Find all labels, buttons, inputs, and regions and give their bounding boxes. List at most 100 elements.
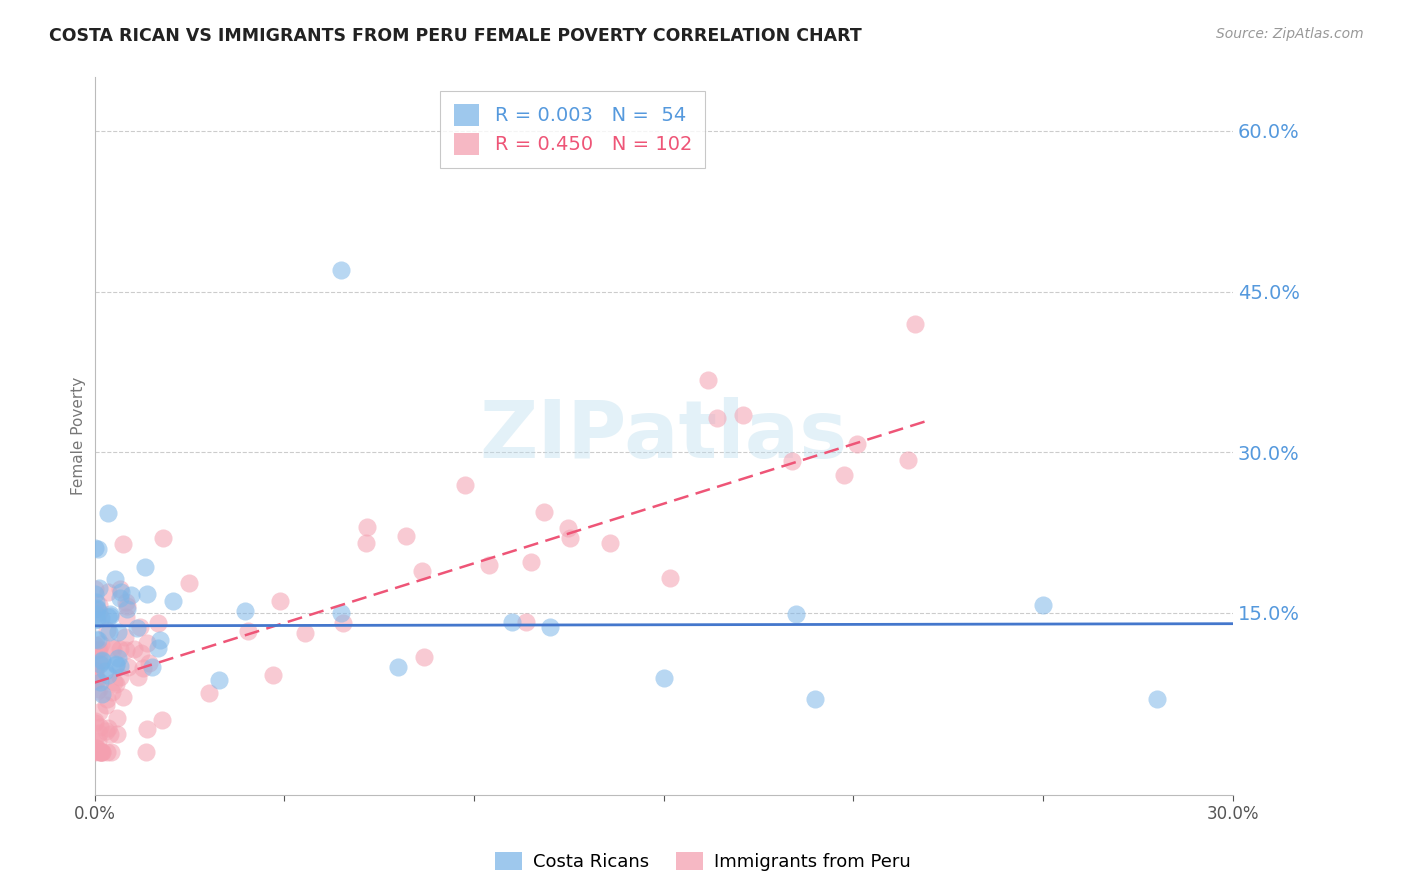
Point [89, 581, 111, 595]
Point [96, 585, 118, 599]
Point [110, 585, 132, 599]
Point [105, 726, 128, 740]
Point [96, 623, 118, 637]
Point [100, 607, 122, 622]
Point [98, 625, 121, 640]
Point [89, 745, 111, 759]
Point [107, 651, 129, 665]
Point [105, 710, 128, 724]
Point [294, 625, 316, 640]
Point [146, 641, 169, 656]
Point [87, 642, 110, 657]
Point [108, 591, 131, 606]
Point [87, 598, 110, 612]
Point [120, 588, 142, 602]
Point [87, 705, 110, 719]
Point [136, 636, 159, 650]
Point [179, 576, 201, 591]
Point [114, 630, 136, 644]
Point [141, 660, 163, 674]
Point [107, 625, 129, 640]
Point [896, 453, 918, 467]
Point [599, 536, 621, 550]
Point [146, 615, 169, 630]
Point [84, 716, 107, 731]
Point [111, 537, 134, 551]
Y-axis label: Female Poverty: Female Poverty [72, 377, 86, 495]
Point [478, 558, 501, 572]
Text: COSTA RICAN VS IMMIGRANTS FROM PERU FEMALE POVERTY CORRELATION CHART: COSTA RICAN VS IMMIGRANTS FROM PERU FEMA… [49, 27, 862, 45]
Point [1146, 691, 1168, 706]
Point [86, 612, 108, 626]
Point [846, 436, 869, 450]
Point [90, 611, 112, 625]
Point [91, 745, 114, 759]
Point [135, 745, 157, 759]
Point [162, 594, 184, 608]
Point [706, 411, 728, 425]
Point [785, 607, 807, 621]
Point [533, 505, 555, 519]
Point [97, 721, 120, 735]
Point [103, 642, 125, 657]
Point [197, 686, 219, 700]
Point [94, 664, 117, 678]
Point [904, 317, 927, 331]
Point [87, 643, 110, 657]
Point [90, 655, 112, 669]
Point [97, 668, 120, 682]
Point [356, 520, 378, 534]
Point [94, 698, 117, 712]
Point [84, 541, 107, 555]
Point [122, 641, 145, 656]
Point [83, 744, 105, 758]
Point [207, 673, 229, 687]
Point [411, 565, 433, 579]
Point [108, 582, 131, 596]
Point [90, 745, 112, 759]
Point [330, 263, 353, 277]
Point [134, 559, 156, 574]
Point [652, 671, 675, 685]
Point [780, 454, 803, 468]
Point [100, 745, 122, 759]
Point [834, 468, 856, 483]
Point [87, 682, 110, 697]
Point [132, 660, 155, 674]
Point [83, 644, 105, 658]
Point [87, 542, 110, 557]
Point [83, 639, 105, 653]
Point [804, 691, 827, 706]
Point [89, 675, 111, 690]
Point [520, 555, 543, 569]
Point [110, 658, 132, 673]
Point [111, 690, 134, 704]
Point [83, 587, 105, 601]
Point [557, 520, 579, 534]
Point [332, 616, 354, 631]
Point [86, 673, 108, 688]
Point [90, 654, 112, 668]
Point [98, 727, 121, 741]
Point [96, 692, 118, 706]
Point [135, 586, 157, 600]
Point [115, 599, 138, 613]
Point [97, 610, 120, 624]
Point [454, 477, 477, 491]
Point [84, 632, 107, 646]
Point [87, 733, 110, 747]
Point [89, 605, 111, 619]
Point [83, 745, 105, 759]
Point [84, 741, 107, 756]
Point [110, 670, 132, 684]
Text: ZIPatlas: ZIPatlas [479, 397, 848, 475]
Point [412, 650, 434, 665]
Point [127, 670, 149, 684]
Point [733, 409, 755, 423]
Point [330, 606, 353, 620]
Point [236, 624, 259, 639]
Legend: R = 0.003   N =  54, R = 0.450   N = 102: R = 0.003 N = 54, R = 0.450 N = 102 [440, 91, 706, 168]
Point [94, 723, 117, 738]
Text: Source: ZipAtlas.com: Source: ZipAtlas.com [1216, 27, 1364, 41]
Point [86, 601, 108, 615]
